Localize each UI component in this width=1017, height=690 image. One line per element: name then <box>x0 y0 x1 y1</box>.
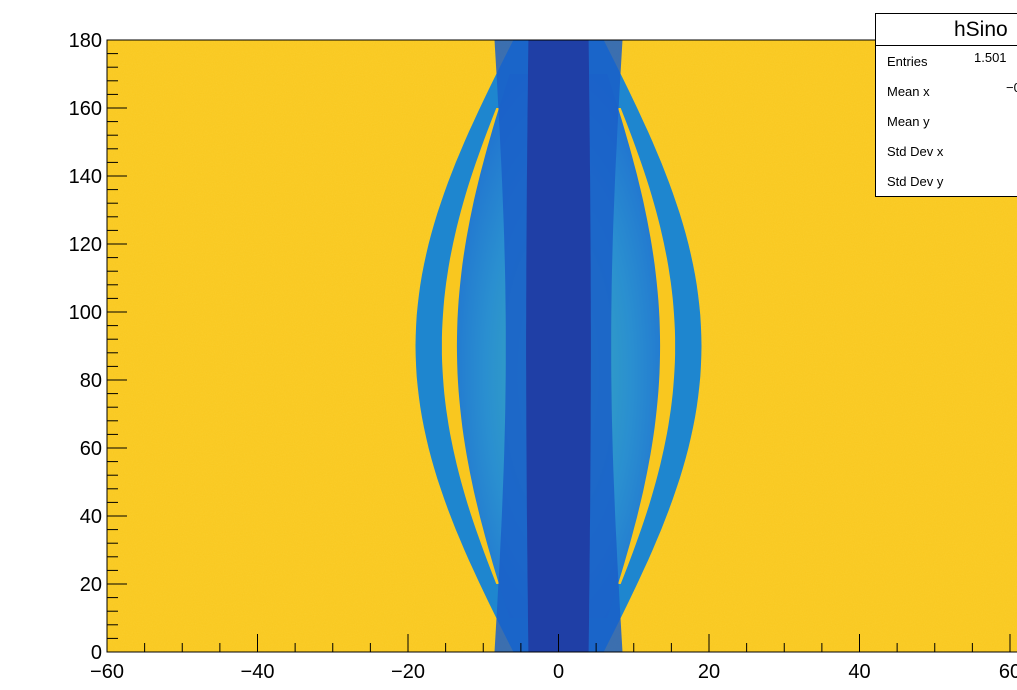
stats-row-std-dev-x: Std Dev x <box>876 136 1017 166</box>
y-tick-label: 100 <box>69 302 102 324</box>
stats-key: Mean x <box>887 84 930 99</box>
stats-key: Mean y <box>887 114 930 129</box>
stats-row-mean-y: Mean y <box>876 106 1017 136</box>
x-tick-label: −60 <box>90 661 124 683</box>
y-tick-label: 140 <box>69 166 102 188</box>
y-tick-label: 180 <box>69 30 102 52</box>
stats-box: hSino Entries 1.501 Mean x −0 Mean y Std… <box>875 13 1017 197</box>
x-tick-label: 0 <box>553 661 564 683</box>
stats-key: Std Dev x <box>887 144 944 159</box>
x-tick-label: 60 <box>999 661 1017 683</box>
stats-title: hSino <box>876 14 1017 46</box>
x-tick-label: −20 <box>391 661 425 683</box>
heatmap-cells <box>107 40 1017 652</box>
central-band-core <box>526 40 591 652</box>
axes: −60 −40 −20 0 20 40 60 0 20 40 60 80 100 120 140 160 180 <box>69 30 1017 683</box>
stats-row-mean-x: Mean x −0 <box>876 76 1017 106</box>
y-tick-label: 0 <box>91 642 102 664</box>
stats-value: 1.501 <box>974 50 1007 65</box>
stats-key: Std Dev y <box>887 174 944 189</box>
stats-key: Entries <box>887 54 928 69</box>
y-tick-label: 120 <box>69 234 102 256</box>
stats-row-std-dev-y: Std Dev y <box>876 166 1017 196</box>
x-tick-label: 20 <box>698 661 720 683</box>
x-tick-label: 40 <box>848 661 870 683</box>
plot-frame <box>106 39 1017 653</box>
stats-row-entries: Entries 1.501 <box>876 46 1017 76</box>
stats-value: −0 <box>1006 80 1017 95</box>
y-tick-label: 60 <box>80 438 102 460</box>
x-tick-label: −40 <box>241 661 275 683</box>
y-tick-label: 20 <box>80 574 102 596</box>
y-tick-label: 80 <box>80 370 102 392</box>
y-tick-label: 160 <box>69 98 102 120</box>
y-tick-label: 40 <box>80 506 102 528</box>
